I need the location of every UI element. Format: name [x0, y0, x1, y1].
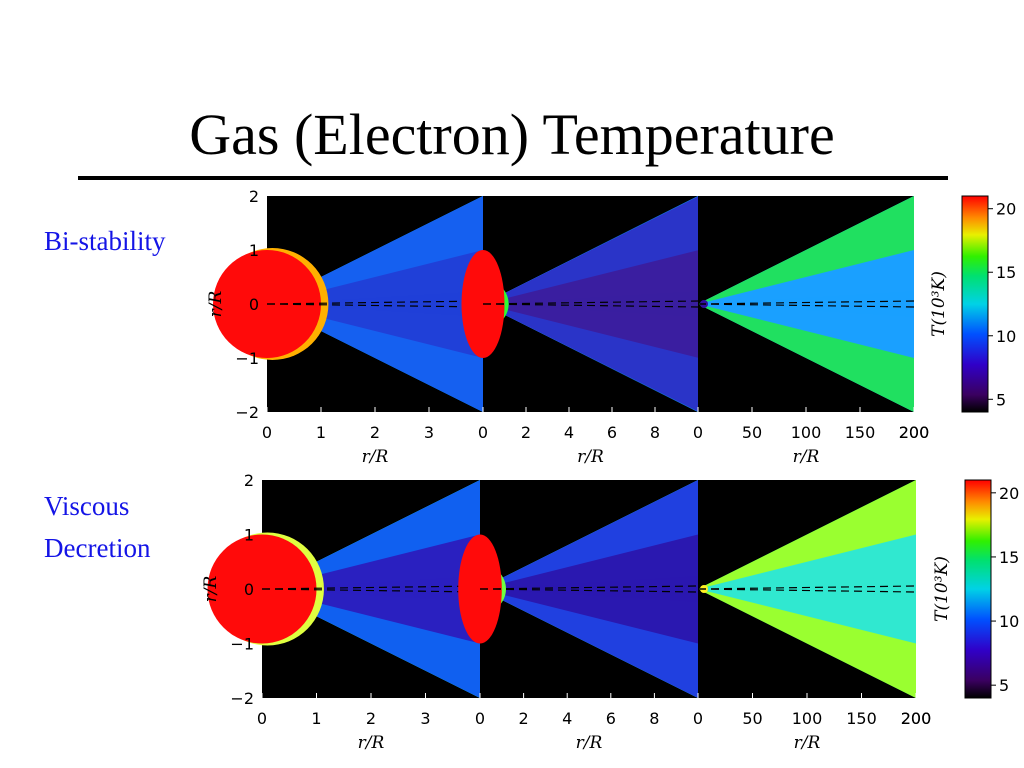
- y-tick-label: 1: [249, 241, 259, 260]
- colorbar-tick-label: 5: [996, 390, 1006, 409]
- x-tick-label: 4: [562, 709, 572, 728]
- colorbar-label: T(10³K): [932, 556, 952, 622]
- midplane-dashed-line: [266, 303, 484, 308]
- heatmap-panel: 0 1 2 3 r/R: [207, 480, 481, 753]
- y-tick-label: 0: [249, 295, 259, 314]
- midplane-dashed-line: [697, 588, 917, 593]
- x-tick-label: 200: [899, 423, 930, 442]
- midplane-dashed-line: [697, 585, 917, 590]
- x-tick-label: 8: [650, 423, 660, 442]
- midplane-dashed-line: [479, 585, 699, 590]
- x-tick-label: 0: [478, 423, 488, 442]
- midplane-dashed-line: [261, 585, 481, 590]
- x-axis-label: r/R: [793, 447, 820, 467]
- midplane-dashed-line: [266, 300, 484, 305]
- y-tick-label: −1: [230, 635, 254, 654]
- colorbar-tick-label: 5: [999, 676, 1009, 695]
- heatmap-panel: 0 2 4 6 8 r/R: [461, 196, 699, 467]
- row-label-line: Bi-stability: [44, 226, 166, 256]
- x-tick-label: 0: [262, 423, 272, 442]
- x-tick-label: 0: [475, 709, 485, 728]
- colorbar-gradient: [964, 479, 992, 699]
- colorbar-tick-label: 20: [999, 484, 1019, 503]
- x-tick-label: 200: [901, 709, 932, 728]
- colorbar-tick-label: 15: [999, 548, 1019, 567]
- row-label-viscous-decretion: Viscous Decretion: [44, 485, 150, 569]
- heatmap-row-2: 0 1 2 3r/R0 2 4 6 8r/R0 50 100 150 200200r/R210−1−2…: [201, 471, 1019, 753]
- colorbar-gradient: [961, 195, 989, 413]
- x-tick-label: 0: [693, 709, 703, 728]
- y-axis-label: r/R: [206, 290, 226, 317]
- y-tick-label: 0: [244, 580, 254, 599]
- colorbar: 5 10 15 20 T(10³K): [932, 479, 1019, 699]
- midplane-dashed-line: [697, 300, 915, 305]
- disk-region: [698, 291, 914, 317]
- x-tick-label: 2: [370, 423, 380, 442]
- x-axis-label: r/R: [358, 733, 385, 753]
- x-tick-label: 50: [742, 423, 762, 442]
- colorbar-tick-label: 10: [999, 612, 1019, 631]
- heatmap-panel: 0 2 4 6 8 r/R: [458, 480, 699, 753]
- midplane-dashed-line: [482, 303, 699, 308]
- colorbar-label: T(10³K): [929, 271, 949, 337]
- x-tick-label: 200: [901, 709, 932, 728]
- row-label-bistability: Bi-stability: [44, 220, 166, 262]
- colorbar-tick-label: 15: [996, 263, 1016, 282]
- title-rule: [78, 176, 948, 180]
- midplane-dashed-line: [697, 303, 915, 308]
- disk-region: [483, 291, 698, 317]
- y-axis-label: r/R: [201, 575, 221, 602]
- colorbar: 5 10 15 20 T(10³K): [929, 195, 1016, 413]
- x-axis-label: r/R: [362, 447, 389, 467]
- y-tick-label: −2: [230, 689, 254, 708]
- colorbar-tick-label: 10: [996, 327, 1016, 346]
- x-tick-label: 150: [845, 423, 876, 442]
- disk-region: [480, 575, 698, 603]
- slide-title: Gas (Electron) Temperature: [189, 102, 835, 167]
- x-axis-label: r/R: [576, 733, 603, 753]
- x-tick-label: 1: [311, 709, 321, 728]
- x-tick-label: 2: [519, 709, 529, 728]
- colorbar-tick-label: 20: [996, 200, 1016, 219]
- y-tick-label: 1: [244, 526, 254, 545]
- x-tick-label: 0: [693, 423, 703, 442]
- midplane-dashed-line: [482, 300, 699, 305]
- midplane-dashed-line: [261, 588, 481, 593]
- x-axis-label: r/R: [577, 447, 604, 467]
- x-tick-label: 3: [420, 709, 430, 728]
- x-tick-label: 200: [899, 423, 930, 442]
- disk-region: [262, 575, 480, 603]
- x-tick-label: 2: [521, 423, 531, 442]
- x-axis-label: r/R: [794, 733, 821, 753]
- x-tick-label: 150: [846, 709, 877, 728]
- x-tick-label: 6: [606, 709, 616, 728]
- x-tick-label: 3: [424, 423, 434, 442]
- x-tick-label: 100: [792, 709, 823, 728]
- heatmap-panel: 0 1 2 3 r/R: [213, 196, 484, 467]
- heatmap-row-1: 0 1 2 3r/R0 2 4 6 8r/R0 50 100 150 200200r/R210−1−2…: [206, 187, 1016, 467]
- x-tick-label: 6: [607, 423, 617, 442]
- disk-region: [267, 291, 483, 317]
- x-tick-label: 8: [649, 709, 659, 728]
- x-tick-label: 50: [742, 709, 762, 728]
- midplane-dashed-line: [479, 588, 699, 593]
- x-tick-label: 4: [564, 423, 574, 442]
- y-tick-label: −1: [235, 349, 259, 368]
- row-label-line: Viscous: [44, 491, 130, 521]
- y-tick-label: 2: [249, 187, 259, 206]
- disk-region: [698, 575, 916, 603]
- y-tick-label: −2: [235, 403, 259, 422]
- x-tick-label: 100: [791, 423, 822, 442]
- y-tick-label: 2: [244, 471, 254, 490]
- row-label-line: Decretion: [44, 533, 151, 563]
- x-tick-label: 1: [316, 423, 326, 442]
- x-tick-label: 2: [366, 709, 376, 728]
- x-tick-label: 0: [257, 709, 267, 728]
